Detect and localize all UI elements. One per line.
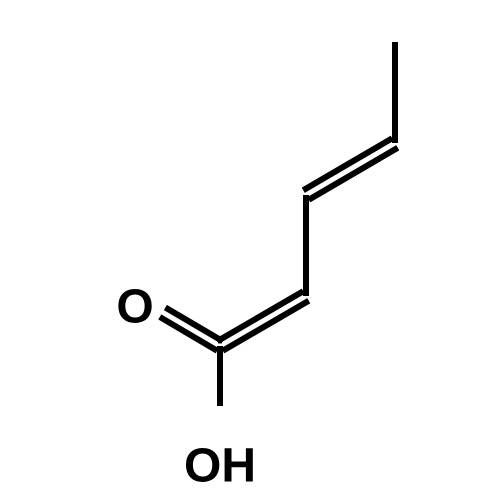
hydroxyl-label: OH [184,440,256,493]
oxygen-atom-label: O [116,281,153,334]
molecule-diagram: O OH [0,0,500,500]
